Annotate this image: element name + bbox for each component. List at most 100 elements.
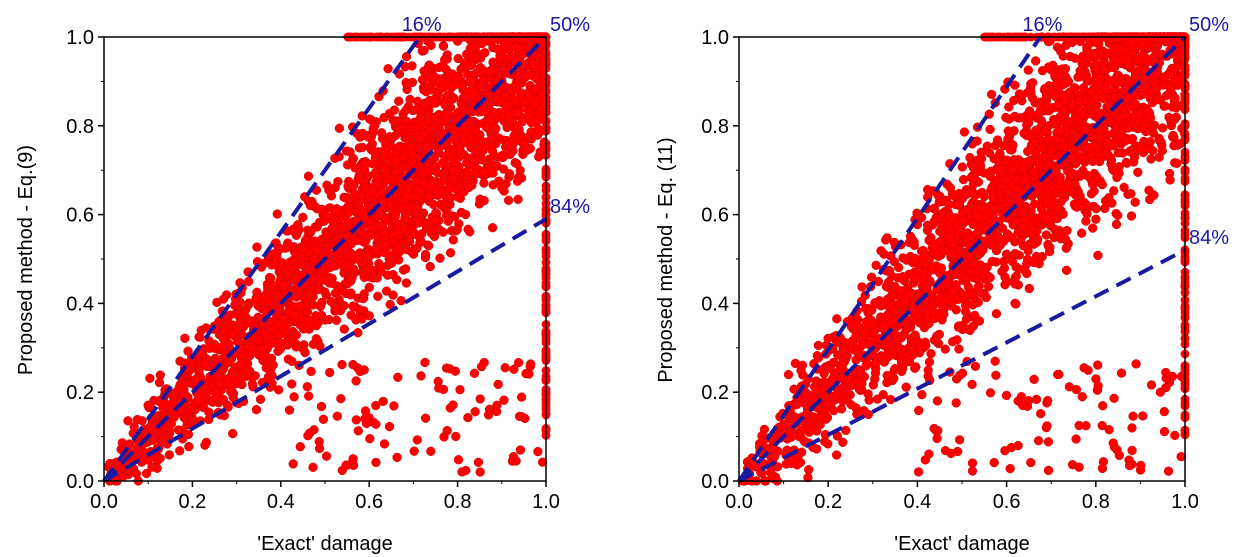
- scatter-point: [917, 390, 927, 400]
- scatter-point: [372, 242, 382, 253]
- scatter-point: [260, 290, 271, 301]
- scatter-point: [236, 359, 246, 369]
- scatter-point: [1102, 149, 1113, 159]
- chart-panel-left: 16% 50%84% 0.0 0.2 0.4 0.6 0.8 1.00.00.20.40.6…: [15, 14, 590, 555]
- scatter-point: [416, 371, 426, 381]
- scatter-point: [289, 392, 299, 402]
- scatter-point: [970, 361, 981, 371]
- y-tick-label: 0.8: [66, 116, 94, 138]
- scatter-point: [378, 220, 388, 230]
- scatter-point: [290, 310, 301, 321]
- scatter-point: [362, 266, 372, 276]
- scatter-point: [449, 165, 459, 176]
- scatter-point: [446, 83, 457, 93]
- scatter-point: [1152, 94, 1162, 105]
- scatter-point: [1043, 395, 1053, 406]
- scatter-point: [337, 359, 347, 370]
- scatter-point: [288, 459, 298, 469]
- scatter-point: [521, 71, 531, 81]
- scatter-point: [263, 374, 273, 385]
- scatter-point: [339, 300, 349, 311]
- scatter-point: [452, 224, 462, 235]
- scatter-point: [989, 457, 999, 468]
- scatter-point: [365, 434, 375, 444]
- scatter-point: [447, 121, 457, 132]
- scatter-point: [236, 373, 246, 384]
- scatter-point: [465, 227, 475, 237]
- scatter-point: [343, 181, 353, 191]
- chart-panel-right: 16% 50%84% 0.0 0.2 0.4 0.6 0.8 1.00.00.20.40.6…: [655, 14, 1229, 555]
- scatter-point: [434, 383, 444, 393]
- scatter-point: [217, 342, 227, 352]
- scatter-point: [448, 173, 458, 184]
- scatter-point: [459, 129, 469, 140]
- scatter-point: [372, 172, 382, 183]
- scatter-point: [1061, 40, 1071, 50]
- scatter-point: [407, 157, 417, 167]
- scatter-point: [226, 387, 236, 397]
- scatter-point: [475, 467, 485, 477]
- scatter-point: [469, 91, 479, 101]
- scatter-point: [295, 442, 305, 452]
- scatter-point: [457, 467, 467, 477]
- scatter-point: [1128, 411, 1138, 421]
- y-tick-label: 0.0: [66, 471, 94, 493]
- scatter-point: [1010, 111, 1020, 122]
- scatter-point: [871, 260, 881, 270]
- scatter-point: [446, 192, 456, 203]
- scatter-point: [376, 187, 387, 197]
- scatter-point: [353, 328, 363, 338]
- scatter-point: [1034, 185, 1045, 195]
- scatter-point: [308, 300, 318, 310]
- scatter-point: [393, 142, 404, 153]
- scatter-point: [530, 84, 541, 94]
- scatter-point: [406, 247, 416, 257]
- scatter-point: [489, 107, 499, 118]
- scatter-point: [772, 462, 783, 472]
- scatter-point: [926, 348, 936, 359]
- scatter-point: [331, 315, 342, 325]
- scatter-point: [309, 425, 319, 435]
- scatter-point: [217, 365, 228, 375]
- scatter-point: [1161, 367, 1171, 378]
- scatter-point: [913, 467, 924, 477]
- scatter-point: [477, 155, 488, 165]
- scatter-point: [985, 124, 995, 135]
- scatter-point: [212, 297, 222, 308]
- scatter-point: [978, 289, 988, 299]
- scatter-point: [287, 379, 297, 389]
- scatter-point: [383, 64, 393, 74]
- scatter-point: [247, 379, 258, 389]
- scatter-point: [517, 412, 527, 422]
- scatter-point: [991, 370, 1001, 380]
- scatter-point: [175, 356, 185, 366]
- scatter-point: [1107, 161, 1117, 171]
- scatter-point: [424, 82, 434, 92]
- scatter-point: [320, 315, 330, 325]
- scatter-point: [476, 67, 486, 78]
- scatter-point: [1011, 299, 1021, 309]
- scatter-point: [302, 382, 312, 392]
- scatter-point: [491, 123, 501, 134]
- scatter-point: [404, 236, 415, 247]
- scatter-point: [1144, 185, 1154, 195]
- scatter-point: [445, 364, 455, 374]
- scatter-point: [257, 344, 267, 354]
- scatter-point: [521, 144, 531, 154]
- scatter-point: [241, 312, 251, 322]
- x-tick-label: 1.0: [532, 491, 560, 513]
- fractile-label-84pct: 84%: [550, 196, 590, 218]
- scatter-point: [1026, 457, 1036, 468]
- scatter-point: [515, 445, 526, 455]
- scatter-point: [371, 419, 381, 429]
- scatter-point: [505, 149, 515, 160]
- scatter-point: [331, 206, 341, 217]
- scatter-point: [351, 415, 361, 425]
- scatter-point: [1077, 392, 1087, 402]
- scatter-point: [790, 358, 801, 369]
- scatter-point: [499, 395, 509, 405]
- scatter-point: [1077, 228, 1087, 238]
- scatter-point: [1097, 420, 1107, 431]
- scatter-point: [403, 192, 413, 202]
